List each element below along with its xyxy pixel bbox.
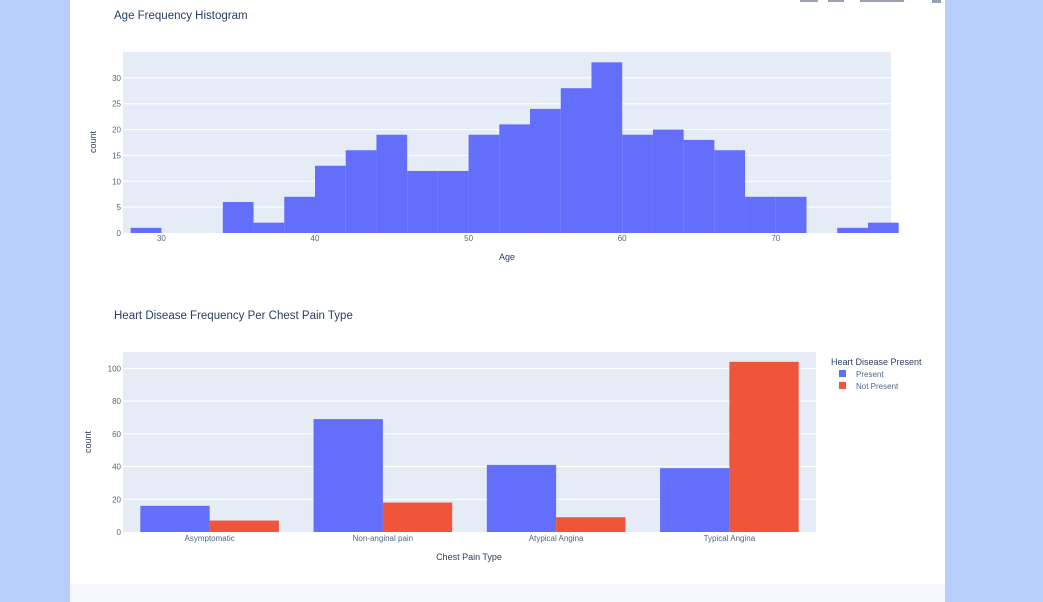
histogram-bar — [407, 170, 438, 233]
figure-page: Age Frequency Histogram 0 5 10 15 20 25 30 30 4… — [70, 0, 945, 602]
modebar-icon[interactable] — [860, 0, 904, 2]
histogram-x-tick-label: 30 — [157, 234, 166, 243]
bar-chart-x-tick-label: Atypical Angina — [529, 534, 584, 543]
histogram-y-tick-label: 30 — [112, 74, 121, 83]
bar-chart-y-tick-label: 0 — [117, 528, 122, 537]
modebar-toolbar[interactable] — [800, 0, 945, 4]
histogram-y-tick-label: 20 — [112, 126, 121, 135]
histogram-bar — [683, 139, 715, 233]
bar-chart-x-tick-label: Typical Angina — [704, 534, 756, 543]
bar-present — [140, 505, 210, 532]
bar-chart-y-ticks: 0 20 40 60 80 100 — [108, 364, 122, 537]
histogram-bar — [775, 196, 807, 233]
histogram-bar — [745, 196, 776, 233]
histogram-bar — [437, 170, 469, 233]
legend-label-not-present[interactable]: Not Present — [856, 382, 899, 391]
histogram-x-tick-label: 70 — [771, 234, 780, 243]
histogram-x-ticks: 30 40 50 60 70 — [157, 234, 781, 243]
histogram-bar — [468, 134, 500, 233]
legend-title: Heart Disease Present — [831, 357, 922, 367]
legend-label-present[interactable]: Present — [856, 370, 884, 379]
histogram-y-tick-label: 25 — [112, 100, 121, 109]
histogram-y-tick-label: 0 — [117, 229, 122, 238]
histogram-y-axis-title: count — [88, 130, 98, 153]
bar-not-present — [729, 361, 799, 532]
histogram-x-tick-label: 40 — [311, 234, 320, 243]
bar-chart-x-tick-label: Non-anginal pain — [353, 534, 414, 543]
histogram-x-tick-label: 60 — [618, 234, 627, 243]
bar-chart-gridlines — [123, 367, 816, 500]
histogram-bar — [376, 134, 408, 233]
modebar-icon[interactable] — [932, 0, 941, 3]
histogram-bar — [222, 201, 254, 233]
bar-chart-x-tick-label: Asymptomatic — [185, 534, 235, 543]
modebar-icon[interactable] — [800, 0, 818, 2]
charts-canvas: Age Frequency Histogram 0 5 10 15 20 25 30 30 4… — [83, 10, 922, 562]
bar-present — [486, 464, 557, 532]
bar-not-present — [382, 502, 453, 532]
legend-swatch-present[interactable] — [839, 370, 846, 377]
histogram-bar — [345, 150, 377, 233]
bar-chart-y-tick-label: 20 — [112, 495, 121, 504]
histogram-y-tick-label: 10 — [112, 177, 121, 186]
histogram-bar — [867, 222, 899, 233]
chest-pain-bar-chart: Heart Disease Frequency Per Chest Pain T… — [83, 310, 922, 562]
bar-present — [313, 419, 383, 532]
bar-chart-y-tick-label: 60 — [112, 430, 121, 439]
bar-chart-y-tick-label: 40 — [112, 463, 121, 472]
bar-not-present — [556, 517, 626, 532]
bar-chart-y-axis-title: count — [83, 430, 93, 453]
bar-not-present — [209, 520, 279, 532]
histogram-y-ticks: 0 5 10 15 20 25 30 — [112, 74, 121, 238]
bar-chart-bars — [140, 361, 799, 532]
histogram-bar — [714, 150, 746, 233]
histogram-bar — [499, 124, 531, 233]
bar-chart-title: Heart Disease Frequency Per Chest Pain T… — [114, 310, 353, 322]
histogram-bar — [530, 108, 561, 233]
modebar-icon[interactable] — [828, 0, 844, 2]
histogram-bar — [315, 165, 346, 233]
page-footer — [70, 584, 945, 602]
histogram-x-tick-label: 50 — [464, 234, 473, 243]
bar-present — [660, 468, 730, 532]
histogram-bar — [591, 62, 623, 233]
legend-swatch-not-present[interactable] — [839, 382, 846, 389]
histogram-x-axis-title: Age — [499, 252, 515, 262]
histogram-title: Age Frequency Histogram — [114, 10, 248, 22]
bar-chart-x-ticks: Asymptomatic Non-anginal pain Atypical Ang… — [185, 534, 756, 543]
bar-chart-legend[interactable]: Heart Disease Present Present Not Presen… — [831, 357, 922, 391]
histogram-bar — [253, 222, 285, 233]
histogram-bar — [284, 196, 315, 233]
histogram-bar — [130, 227, 162, 233]
age-histogram: Age Frequency Histogram 0 5 10 15 20 25 30 30 4… — [88, 10, 899, 262]
bar-chart-y-tick-label: 100 — [108, 364, 122, 373]
histogram-y-tick-label: 15 — [112, 151, 121, 160]
histogram-bar — [622, 134, 653, 233]
histogram-bar — [652, 129, 684, 233]
histogram-bars — [130, 62, 899, 233]
bar-chart-y-tick-label: 80 — [112, 397, 121, 406]
histogram-bar — [837, 227, 868, 233]
bar-chart-x-axis-title: Chest Pain Type — [436, 552, 502, 562]
histogram-y-tick-label: 5 — [117, 203, 122, 212]
histogram-bar — [560, 88, 592, 233]
